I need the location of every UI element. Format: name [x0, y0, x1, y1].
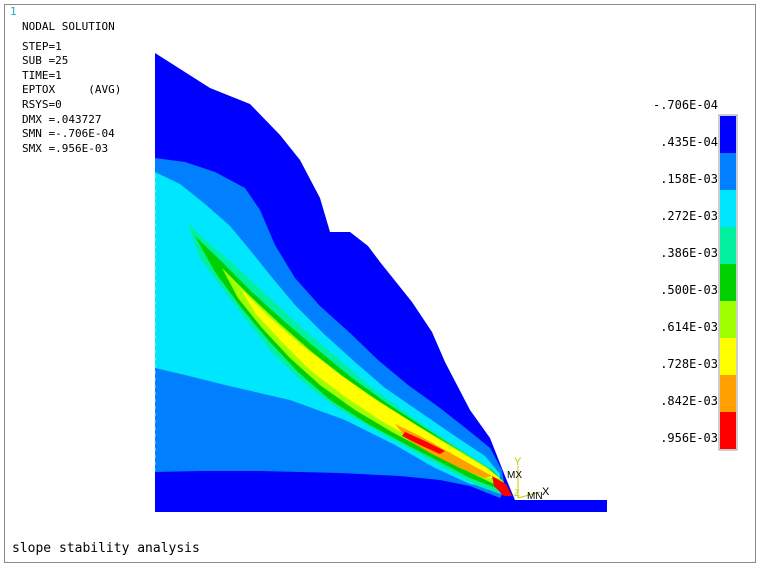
- info-dmx: DMX =.043727: [22, 112, 102, 126]
- x-axis-label: X: [542, 486, 550, 498]
- legend-label: .272E-03: [660, 209, 718, 223]
- zone-red-band: [402, 432, 445, 454]
- legend-frame: [718, 114, 738, 451]
- info-smx: SMX =.956E-03: [22, 141, 109, 155]
- legend-label: .500E-03: [660, 283, 718, 297]
- solution-info: NODAL SOLUTION STEP=1 SUB =25 TIME=1 EPT…: [22, 20, 121, 156]
- legend-swatch: [720, 301, 736, 338]
- info-sub: SUB =25: [22, 54, 69, 68]
- legend-color-bar: [718, 114, 738, 451]
- legend-label: .158E-03: [660, 172, 718, 186]
- info-result-item: EPTOX (AVG): [22, 83, 122, 97]
- legend-swatch: [720, 116, 736, 153]
- x-axis-line: [517, 491, 541, 499]
- legend-swatch: [720, 264, 736, 301]
- y-axis-label: Y: [514, 456, 522, 468]
- info-smn: SMN =-.706E-04: [22, 127, 115, 141]
- info-time: TIME=1: [22, 68, 62, 82]
- info-step: STEP=1: [22, 39, 62, 53]
- legend-label: .728E-03: [660, 357, 718, 371]
- window-number: 1: [10, 5, 17, 18]
- legend-swatch: [720, 412, 736, 449]
- legend-label: .956E-03: [660, 431, 718, 445]
- legend-swatch: [720, 153, 736, 190]
- legend-label: .386E-03: [660, 246, 718, 260]
- zone-light-blue: [155, 172, 500, 490]
- solution-title: NODAL SOLUTION: [22, 20, 115, 33]
- zone-cyan-green: [188, 224, 505, 494]
- legend-swatch: [720, 338, 736, 375]
- mx-marker: MX: [507, 470, 522, 481]
- footer-title: slope stability analysis: [12, 541, 200, 556]
- legend-label: .435E-04: [660, 135, 718, 149]
- mn-marker: MN: [527, 491, 543, 502]
- zone-red-toe: [492, 476, 512, 496]
- legend-label: .842E-03: [660, 394, 718, 408]
- legend-swatch: [720, 227, 736, 264]
- legend-label: -.706E-04: [652, 98, 718, 112]
- z-axis-label: Z: [514, 488, 520, 498]
- legend-label: .614E-03: [660, 320, 718, 334]
- legend-swatch: [720, 375, 736, 412]
- legend-swatch: [720, 190, 736, 227]
- info-rsys: RSYS=0: [22, 97, 62, 111]
